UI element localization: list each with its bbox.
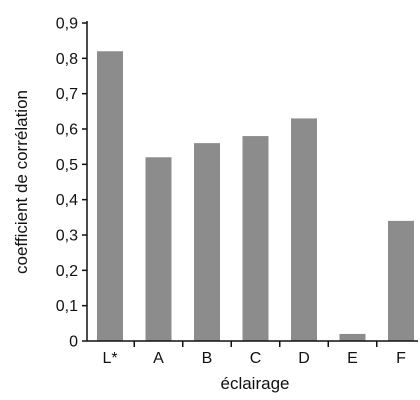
- x-axis-title: éclairage: [221, 374, 290, 393]
- x-tick-label: E: [347, 350, 358, 367]
- y-tick-label: 0,7: [56, 86, 78, 103]
- y-tick-label: 0,1: [56, 298, 78, 315]
- bar-L*: [97, 51, 123, 342]
- bar-F: [388, 220, 414, 341]
- y-axis-title: coefficient de corrélation: [12, 90, 31, 274]
- bar-B: [194, 143, 220, 341]
- x-tick-label: A: [153, 350, 164, 367]
- bar-C: [242, 136, 269, 341]
- y-tick-label: 0,3: [56, 228, 78, 245]
- bar-E: [339, 333, 366, 341]
- labels-layer: 0 0,1 0,2 0,3 0,4 0,5 0,6 0,7 0,8 0,9 L* A B C D E F: [56, 16, 406, 368]
- x-tick-label: C: [250, 350, 262, 367]
- x-tick-label: B: [202, 350, 213, 367]
- y-tick-label: 0,4: [56, 192, 78, 209]
- y-tick-label: 0,9: [56, 16, 78, 33]
- axes-layer: [82, 21, 418, 347]
- y-tick-label: 0: [69, 334, 78, 351]
- y-tick-label: 0,2: [56, 263, 78, 280]
- y-tick-label: 0,6: [56, 122, 78, 139]
- x-tick-label: F: [396, 350, 406, 367]
- y-tick-label: 0,8: [56, 51, 78, 68]
- bar-D: [291, 118, 317, 342]
- y-tick-label: 0,5: [56, 157, 78, 174]
- bars-layer: [97, 51, 414, 342]
- bar-A: [145, 157, 172, 341]
- x-tick-label: L*: [102, 350, 117, 367]
- x-tick-label: D: [298, 350, 310, 367]
